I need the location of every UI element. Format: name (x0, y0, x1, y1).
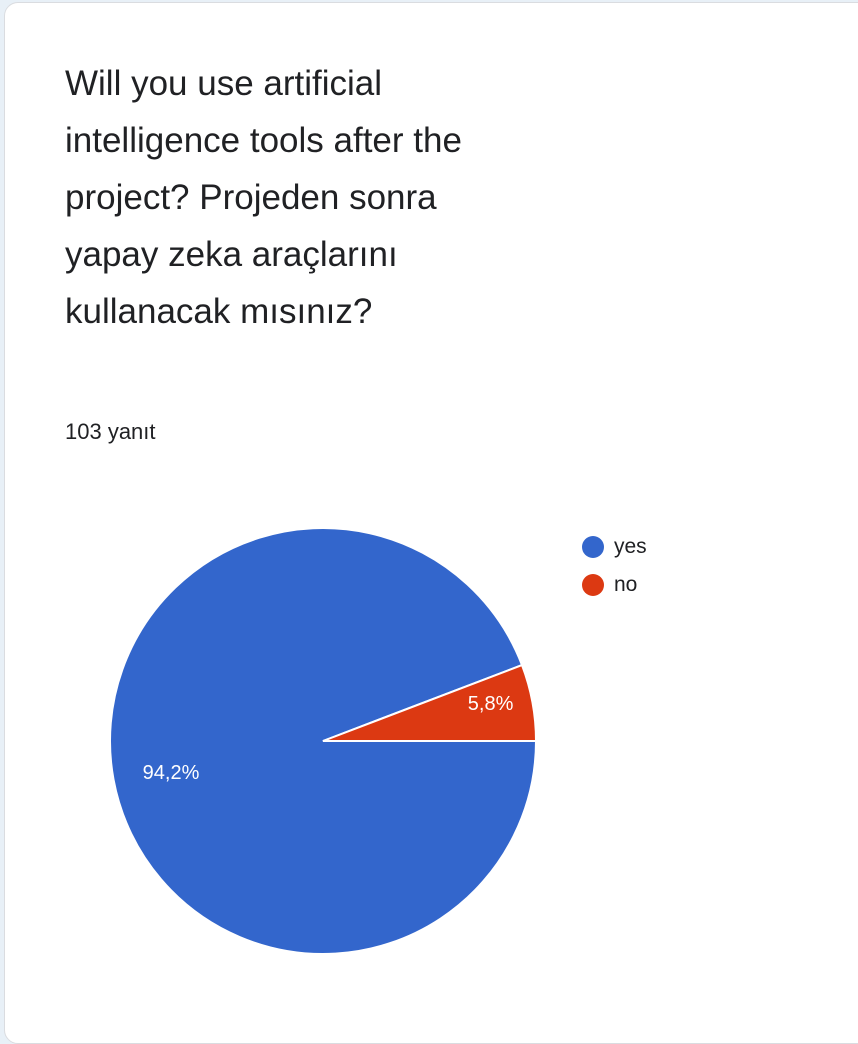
legend-label-yes: yes (614, 535, 647, 558)
legend-label-no: no (614, 573, 638, 596)
legend-item-no[interactable]: no (582, 566, 647, 604)
legend-item-yes[interactable]: yes (582, 528, 647, 566)
response-count: 103 yanıt (65, 419, 156, 444)
slice-label-no: 5,8% (468, 693, 514, 715)
slice-label-yes: 94,2% (143, 762, 200, 784)
pie-slice-no[interactable] (322, 663, 538, 742)
legend-swatch-yes (582, 536, 604, 558)
question-title: Will you use artificial intelligence too… (65, 64, 462, 331)
legend-swatch-no (582, 574, 604, 596)
legend: yes no (582, 528, 647, 604)
